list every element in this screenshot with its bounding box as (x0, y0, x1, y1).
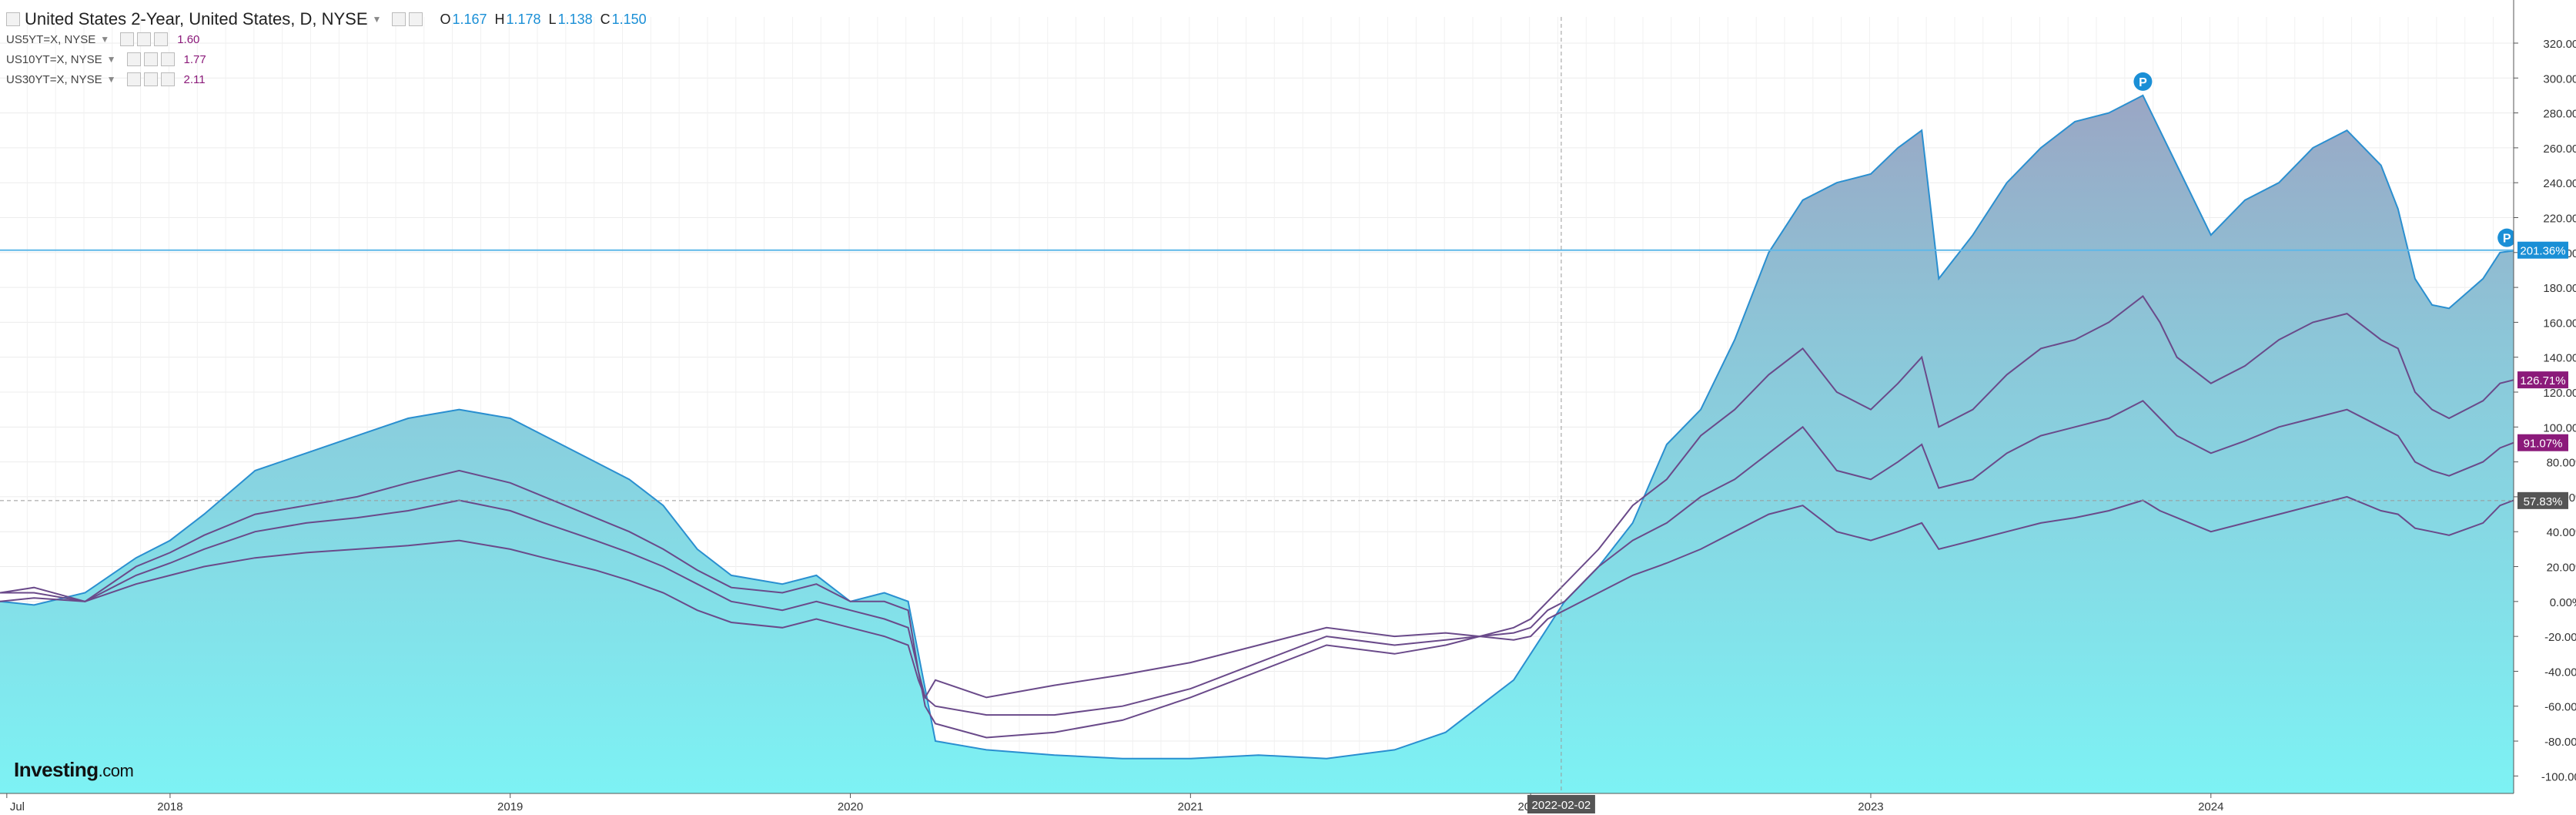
x-tick-label: 2023 (1858, 800, 1883, 813)
y-tick-label: -100.00% (2541, 770, 2576, 783)
close-icon[interactable] (160, 72, 175, 86)
y-tick-label: 140.00% (2543, 352, 2576, 365)
close-icon[interactable] (154, 32, 169, 46)
close-icon[interactable] (409, 12, 423, 26)
comparison-symbol: US30YT=X, NYSE (6, 72, 102, 86)
ohlc-key-c: C (600, 11, 611, 27)
y-axis: 320.00% 300.00% 280.00% 260.00% 240.00% 220.0… (2513, 0, 2576, 815)
chevron-down-icon[interactable]: ▼ (106, 74, 116, 85)
comparison-symbol: US10YT=X, NYSE (6, 52, 102, 66)
tag-us2y-bg (2517, 241, 2568, 259)
marker-label: P (2139, 76, 2147, 89)
tag-us2y: 201.36% (2520, 245, 2565, 258)
comparison-value: 2.11 (183, 72, 206, 86)
y-tick-label: 160.00% (2543, 317, 2576, 330)
ohlc-value-o: 1.167 (452, 11, 487, 27)
settings-icon[interactable] (392, 12, 406, 26)
x-tick-label: Jul (10, 800, 25, 813)
x-tick-label: 2021 (1178, 800, 1203, 813)
y-tick-label: 120.00% (2543, 387, 2576, 400)
comparison-row: US10YT=X, NYSE ▼ 1.77 (6, 49, 647, 69)
visibility-icon[interactable] (126, 52, 141, 66)
y-tick-label: 240.00% (2543, 177, 2576, 190)
x-tick-label: 2024 (2198, 800, 2223, 813)
close-icon[interactable] (160, 52, 175, 66)
crosshair-date-bg (1527, 795, 1595, 813)
tag-crosshair-bg (2517, 491, 2568, 509)
ohlc-value-h: 1.178 (506, 11, 541, 27)
comparison-value: 1.77 (183, 52, 206, 66)
settings-icon[interactable] (137, 32, 152, 46)
logo-suffix: .com (98, 761, 134, 780)
crosshair-date-label: 2022-02-02 (1532, 799, 1591, 812)
settings-icon[interactable] (143, 52, 158, 66)
main-series-row: United States 2-Year, United States, D, … (6, 9, 647, 29)
y-tick-label: -60.00% (2544, 701, 2576, 714)
y-tick-label: 320.00% (2543, 38, 2576, 51)
comparison-list: US5YT=X, NYSE ▼ 1.60 US10YT=X, NYSE ▼ 1.77 US3… (6, 29, 647, 89)
ohlc-value-c: 1.150 (611, 11, 647, 27)
y-tick-label: 220.00% (2543, 212, 2576, 225)
y-tick-label: 40.00% (2547, 526, 2576, 539)
ohlc-key-o: O (440, 11, 451, 27)
x-tick-label: 2018 (157, 800, 182, 813)
tag-us10y-bg (2517, 434, 2568, 451)
y-tick-label: 260.00% (2543, 143, 2576, 156)
comparison-row: US30YT=X, NYSE ▼ 2.11 (6, 69, 647, 89)
comparison-symbol: US5YT=X, NYSE (6, 32, 96, 46)
comparison-value: 1.60 (177, 32, 200, 46)
y-tick-label: -80.00% (2544, 736, 2576, 749)
comparison-row: US5YT=X, NYSE ▼ 1.60 (6, 29, 647, 49)
series-line-us2yt-x (0, 94, 2514, 760)
settings-icon[interactable] (143, 72, 158, 86)
logo-text: Investing (14, 758, 99, 781)
series-line-us30yt-x (0, 495, 2514, 699)
tag-us5y-bg (2517, 371, 2568, 389)
x-axis-background (0, 793, 2576, 815)
tag-us5y: 126.71% (2520, 374, 2565, 387)
y-tick-label: 0.00% (2550, 596, 2576, 609)
marker-badge[interactable] (2133, 72, 2153, 91)
y-tick-label: -40.00% (2544, 666, 2576, 679)
tag-us10y: 91.07% (2524, 438, 2563, 451)
series-line-us5yt-x (0, 294, 2514, 739)
chevron-down-icon[interactable]: ▼ (106, 54, 116, 65)
x-tick-label: 2020 (838, 800, 863, 813)
chevron-down-icon[interactable]: ▼ (372, 14, 382, 25)
ohlc-values: O 1.167 H 1.178 L 1.138 C 1.150 (432, 12, 646, 28)
y-tick-label: 180.00% (2543, 282, 2576, 295)
y-tick-label: 280.00% (2543, 108, 2576, 121)
plot-area (0, 94, 2514, 793)
y-tick-label: 20.00% (2547, 562, 2576, 575)
x-axis: Jul20182019202020212022202320242022-02-0… (0, 793, 2576, 815)
area-fill-us2yt-x (0, 95, 2514, 793)
visibility-icon[interactable] (126, 72, 141, 86)
legend: United States 2-Year, United States, D, … (6, 9, 647, 89)
marker-label: P (2503, 233, 2511, 246)
x-tick-label: 2019 (497, 800, 523, 813)
tag-crosshair: 57.83% (2524, 495, 2563, 508)
visibility-icon[interactable] (120, 32, 135, 46)
y-tick-label: 80.00% (2547, 457, 2576, 470)
chevron-down-icon[interactable]: ▼ (100, 34, 110, 45)
ohlc-value-l: 1.138 (557, 11, 593, 27)
investing-logo: Investing.com (14, 758, 134, 782)
overlays: PP (0, 17, 2517, 793)
y-tick-label: 100.00% (2543, 421, 2576, 434)
marker-badge[interactable] (2497, 228, 2517, 247)
ohlc-key-h: H (494, 11, 505, 27)
collapse-icon[interactable] (6, 12, 20, 26)
y-axis-background (2514, 0, 2576, 815)
ohlc-key-l: L (548, 11, 557, 27)
y-tick-label: 300.00% (2543, 72, 2576, 86)
chart-title: United States 2-Year, United States, D, … (25, 9, 368, 29)
y-tick-label: -20.00% (2544, 631, 2576, 644)
series-line-us10yt-x (0, 400, 2514, 716)
